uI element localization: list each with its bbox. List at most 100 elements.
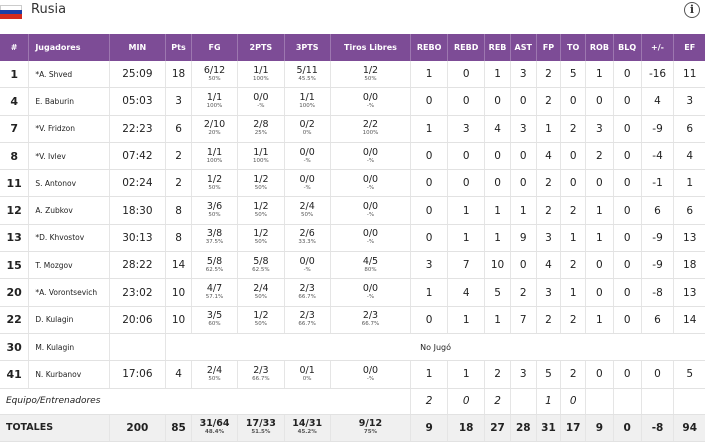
col-header-players: Jugadores — [28, 34, 110, 61]
stat-fp: 2 — [536, 87, 562, 116]
stat-3pts: 0/2 0% — [284, 115, 331, 143]
ft-percentage: -% — [366, 157, 375, 164]
stat-reb: 10 — [484, 251, 511, 280]
3pts-made-attempted: 0/0 — [299, 146, 315, 158]
totals-plusminus: -8 — [641, 414, 675, 442]
player-row: 20 *A. Vorontsevich 23:02 10 4/7 57.1% 2/4 50% 2… — [0, 278, 705, 307]
stat-2pts: 2/3 66.7% — [237, 360, 285, 389]
fg-made-attempted: 5/8 — [206, 255, 223, 267]
stat-ef: 6 — [673, 115, 705, 143]
totals-3pts-made-attempted: 14/31 — [292, 418, 323, 430]
stat-min: 30:13 — [109, 224, 167, 253]
stat-2pts: 2/4 50% — [237, 278, 285, 307]
player-name[interactable]: S. Antonov — [28, 169, 110, 198]
stat-ast: 1 — [510, 196, 537, 225]
stat-rebd: 1 — [447, 306, 486, 334]
ft-percentage: -% — [366, 184, 375, 191]
player-name[interactable]: M. Kulagin — [28, 333, 110, 362]
ft-made-attempted: 0/0 — [362, 91, 379, 103]
stat-ft: 4/5 80% — [330, 251, 412, 280]
stat-ef: 13 — [673, 224, 705, 253]
stat-rob: 1 — [585, 196, 614, 225]
stat-fp: 1 — [536, 115, 562, 143]
ft-made-attempted: 0/0 — [362, 201, 379, 213]
stat-3pts: 0/0 -% — [284, 142, 331, 171]
stat-pts: 8 — [165, 224, 192, 253]
stat-to: 1 — [560, 224, 586, 253]
stat-fp: 2 — [536, 169, 562, 198]
totals-ft: 9/12 75% — [330, 414, 412, 442]
stat-rebo: 0 — [410, 196, 449, 225]
3pts-made-attempted: 5/11 — [296, 64, 318, 76]
2pts-made-attempted: 2/4 — [253, 283, 269, 295]
player-name[interactable]: *A. Shved — [28, 61, 110, 89]
2pts-percentage: 25% — [254, 130, 267, 137]
stat-fg: 2/10 20% — [191, 115, 239, 143]
2pts-percentage: 50% — [254, 184, 267, 191]
stat-rebd: 0 — [447, 87, 486, 116]
stat-pts: 6 — [165, 115, 192, 143]
stat-plusminus: -9 — [641, 224, 675, 253]
3pts-made-attempted: 2/3 — [299, 310, 315, 322]
fg-made-attempted: 2/10 — [203, 119, 226, 131]
stat-rebd: 1 — [447, 196, 486, 225]
stat-fg: 1/1 100% — [191, 142, 239, 171]
ft-made-attempted: 0/0 — [362, 228, 379, 240]
stat-blq: 0 — [613, 306, 642, 334]
stat-ef: 5 — [673, 360, 705, 389]
stat-rob: 0 — [585, 87, 614, 116]
player-name[interactable]: A. Zubkov — [28, 196, 110, 225]
stat-ft: 0/0 -% — [330, 224, 412, 253]
team-rob — [585, 388, 614, 415]
3pts-percentage: 50% — [301, 212, 314, 219]
player-row: 22 D. Kulagin 20:06 10 3/5 60% 1/2 50% 2/3 66.7% 2… — [0, 306, 705, 334]
player-number: 41 — [0, 360, 30, 389]
stat-blq: 0 — [613, 169, 642, 198]
stat-rob: 2 — [585, 142, 614, 171]
3pts-made-attempted: 2/6 — [299, 228, 315, 240]
stat-fg: 3/5 60% — [191, 306, 239, 334]
3pts-made-attempted: 0/0 — [299, 173, 315, 185]
stat-rebo: 1 — [410, 61, 449, 89]
player-row: 12 A. Zubkov 18:30 8 3/6 50% 1/2 50% 2/4 50% 0/0 -%… — [0, 196, 705, 225]
ft-made-attempted: 0/0 — [362, 364, 379, 376]
totals-reb: 27 — [484, 414, 511, 442]
fg-made-attempted: 1/1 — [206, 91, 223, 103]
stat-blq: 0 — [613, 251, 642, 280]
stat-ast: 2 — [510, 278, 537, 307]
player-name[interactable]: N. Kurbanov — [28, 360, 110, 389]
fg-made-attempted: 3/6 — [206, 201, 223, 213]
did-not-play-note: No Jugó — [165, 333, 705, 362]
stat-to: 2 — [560, 306, 586, 334]
stat-reb: 1 — [484, 61, 511, 89]
flag-stripe-blue — [0, 9, 22, 15]
fg-percentage: 37.5% — [205, 239, 224, 246]
stat-rebd: 1 — [447, 360, 486, 389]
3pts-made-attempted: 2/3 — [299, 283, 315, 295]
player-number: 13 — [0, 224, 30, 253]
info-icon[interactable]: i — [684, 2, 700, 18]
player-name[interactable]: T. Mozgov — [28, 251, 110, 280]
fg-percentage: 50% — [208, 212, 221, 219]
ft-made-attempted: 2/2 — [362, 119, 379, 131]
col-header-blq: BLQ — [613, 34, 642, 61]
flag-stripe-white — [0, 5, 22, 10]
player-name[interactable]: *A. Vorontsevich — [28, 278, 110, 307]
totals-min: 200 — [109, 414, 167, 442]
col-header-2pts: 2PTS — [237, 34, 285, 61]
stat-min: 02:24 — [109, 169, 167, 198]
stat-ft: 0/0 -% — [330, 142, 412, 171]
2pts-percentage: 50% — [254, 239, 267, 246]
flag-stripe-red — [0, 14, 22, 19]
team-rebo: 2 — [410, 388, 449, 415]
player-number: 20 — [0, 278, 30, 307]
header-row: # Jugadores MIN Pts FG 2PTS 3PTS Tiros L… — [0, 34, 705, 61]
totals-blq: 0 — [613, 414, 642, 442]
player-name[interactable]: *V. Fridzon — [28, 115, 110, 143]
player-name[interactable]: D. Kulagin — [28, 306, 110, 334]
stat-plusminus: 4 — [641, 87, 675, 116]
player-name[interactable]: *D. Khvostov — [28, 224, 110, 253]
player-name[interactable]: *V. Ivlev — [28, 142, 110, 171]
player-name[interactable]: E. Baburin — [28, 87, 110, 116]
stat-rob: 0 — [585, 169, 614, 198]
